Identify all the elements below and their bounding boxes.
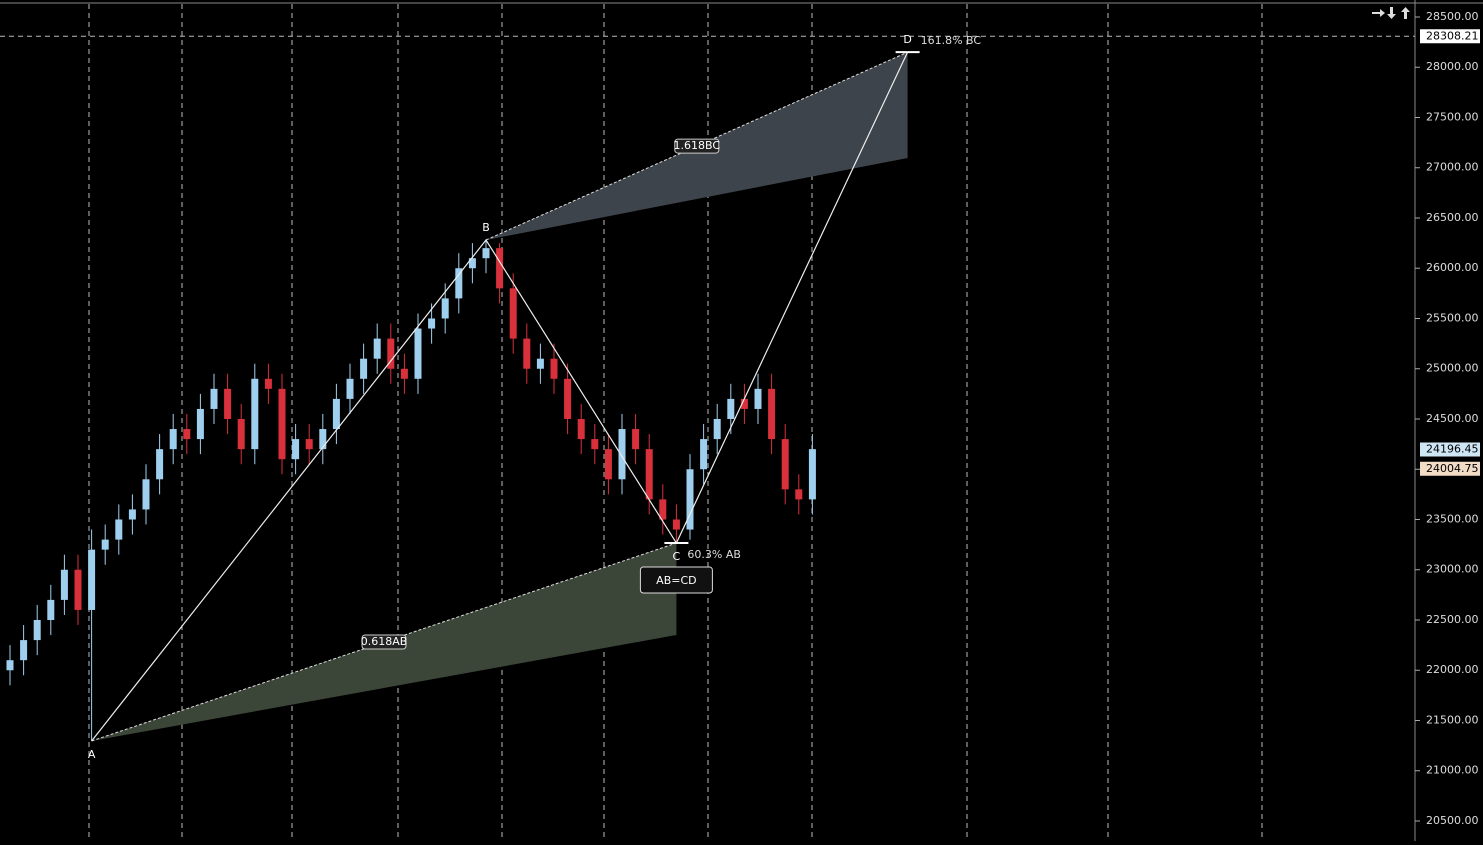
price-marker-label: 24196.45 <box>1426 442 1479 455</box>
candle-body <box>20 640 28 661</box>
candle-body <box>509 288 517 339</box>
candle-body <box>468 258 476 269</box>
candle-body <box>373 338 381 359</box>
y-tick-label: 26000.00 <box>1426 261 1479 274</box>
candle-body <box>414 328 422 379</box>
y-tick-label: 22500.00 <box>1426 613 1479 626</box>
candle-body <box>305 439 313 450</box>
candle-body <box>251 378 259 450</box>
price-marker-label: 24004.75 <box>1426 462 1479 475</box>
projection-label: 0.618AB <box>361 635 408 648</box>
candle-body <box>332 398 340 430</box>
candle-body <box>564 378 572 419</box>
d-note: 161.8% BC <box>921 34 982 47</box>
c-note: 60.3% AB <box>687 548 741 561</box>
candle-body <box>604 449 612 480</box>
candle-body <box>128 509 136 520</box>
pattern-name-box <box>639 566 713 594</box>
y-tick-label: 22000.00 <box>1426 663 1479 676</box>
candle-body <box>196 408 204 440</box>
candle-body <box>292 439 300 460</box>
candle-body <box>210 388 218 409</box>
candle-body <box>672 519 680 530</box>
candle-body <box>183 429 191 440</box>
price-marker-box <box>1420 442 1480 457</box>
projection-edge <box>91 542 677 742</box>
y-tick-label: 25000.00 <box>1426 362 1479 375</box>
candle-body <box>428 318 436 329</box>
y-tick-label: 27500.00 <box>1426 110 1479 123</box>
candle-body <box>700 439 708 470</box>
candle-body <box>74 569 82 610</box>
candle-body <box>455 268 463 299</box>
y-tick-label: 21500.00 <box>1426 713 1479 726</box>
price-marker-label: 28308.21 <box>1426 29 1479 42</box>
candle-body <box>536 358 544 369</box>
pattern-point-label: A <box>88 748 96 761</box>
candle-body <box>142 479 150 510</box>
y-tick-label: 21000.00 <box>1426 764 1479 777</box>
pattern-name: AB=CD <box>656 574 696 587</box>
y-tick-label: 28500.00 <box>1426 10 1479 23</box>
pattern-point-label: D <box>903 33 911 46</box>
candle-body <box>156 449 164 480</box>
candle-body <box>400 368 408 379</box>
candle-body <box>441 298 449 319</box>
candle-body <box>713 418 721 440</box>
candle-body <box>60 569 68 600</box>
y-tick-label: 24500.00 <box>1426 412 1479 425</box>
candle-body <box>6 660 14 671</box>
y-tick-label: 25500.00 <box>1426 311 1479 324</box>
pattern-point-label: B <box>482 221 490 234</box>
candle-body <box>659 499 667 520</box>
candle-body <box>808 449 816 500</box>
candle-body <box>591 439 599 450</box>
candle-body <box>550 358 558 379</box>
candle-body <box>224 388 232 419</box>
candle-body <box>577 418 585 440</box>
projection-label-box <box>361 634 407 650</box>
candle-body <box>346 378 354 399</box>
y-tick-label: 28000.00 <box>1426 60 1479 73</box>
candle-body <box>264 378 272 389</box>
candle-body <box>740 398 748 409</box>
price-marker-box <box>1420 461 1480 476</box>
candle-body <box>319 429 327 450</box>
candle-body <box>727 398 735 419</box>
y-tick-label: 26500.00 <box>1426 211 1479 224</box>
candle-body <box>47 599 55 620</box>
pattern-line <box>91 51 909 742</box>
candle-body <box>33 619 41 641</box>
projection-label: 1.618BC <box>674 139 721 152</box>
pattern-point-label: C <box>673 550 681 563</box>
candle-body <box>237 418 245 450</box>
candle-body <box>632 429 640 450</box>
y-tick-label: 20500.00 <box>1426 814 1479 827</box>
candle-body <box>496 248 504 289</box>
candle-body <box>618 429 626 480</box>
candle-body <box>754 388 762 409</box>
candle-body <box>115 519 123 540</box>
candle-body <box>360 358 368 379</box>
candle-body <box>101 539 109 550</box>
y-tick-label: 23500.00 <box>1426 512 1479 525</box>
candle-body <box>278 388 286 460</box>
candle-body <box>645 449 653 500</box>
candle-body <box>523 338 531 369</box>
nav-icons[interactable] <box>1372 7 1410 19</box>
candle-body <box>482 248 490 259</box>
candle-body <box>387 338 395 369</box>
candle-body <box>781 439 789 490</box>
y-tick-label: 27000.00 <box>1426 161 1479 174</box>
candle-body <box>686 469 694 530</box>
candle-body <box>88 549 96 610</box>
price-marker-box <box>1420 29 1480 44</box>
y-tick-label: 23000.00 <box>1426 563 1479 576</box>
projection-label-box <box>674 138 720 154</box>
candle-body <box>169 429 177 450</box>
candle-body <box>795 489 803 500</box>
candle-body <box>768 388 776 440</box>
